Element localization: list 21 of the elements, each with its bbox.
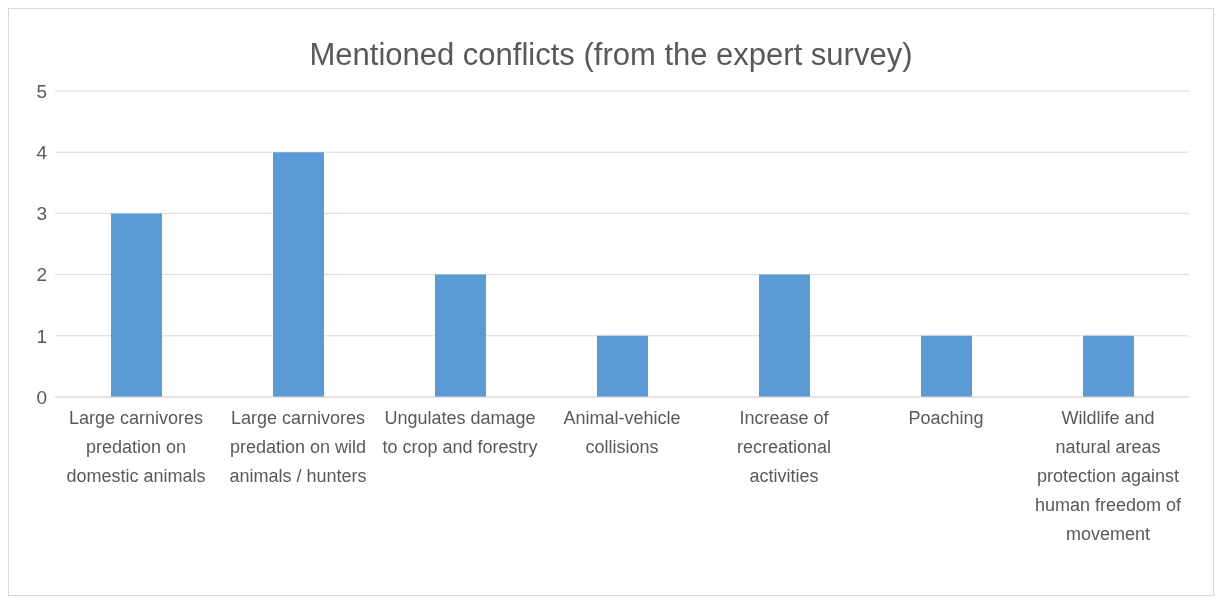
- y-tick-label: 1: [36, 325, 47, 347]
- y-tick-label: 3: [36, 203, 47, 225]
- bar: [435, 274, 486, 397]
- x-tick-label: Ungulates damage to crop and forestry: [382, 407, 538, 457]
- x-tick-label: Poaching: [908, 407, 984, 428]
- bar: [597, 335, 648, 397]
- x-tick-label: Large carnivores predation on wild animals / hunters: [229, 407, 367, 486]
- x-tick-label: Large carnivores predation on domestic animals: [66, 407, 206, 486]
- chart-title: Mentioned conflicts (from the expert survey): [308, 36, 914, 72]
- bar: [1083, 335, 1134, 397]
- bar: [111, 213, 162, 397]
- bar: [273, 152, 324, 397]
- y-tick-label: 5: [36, 80, 47, 102]
- y-tick-label: 0: [36, 386, 47, 408]
- bar: [921, 335, 972, 397]
- x-tick-label: Wildlife and natural areas protection against human freedom of movement: [1034, 407, 1183, 544]
- y-tick-label: 2: [36, 264, 47, 286]
- x-tick-label: Animal-vehicle collisions: [563, 407, 681, 457]
- y-tick-label: 4: [36, 141, 48, 163]
- bar: [759, 274, 810, 397]
- x-tick-label: Increase of recreational activities: [736, 407, 832, 486]
